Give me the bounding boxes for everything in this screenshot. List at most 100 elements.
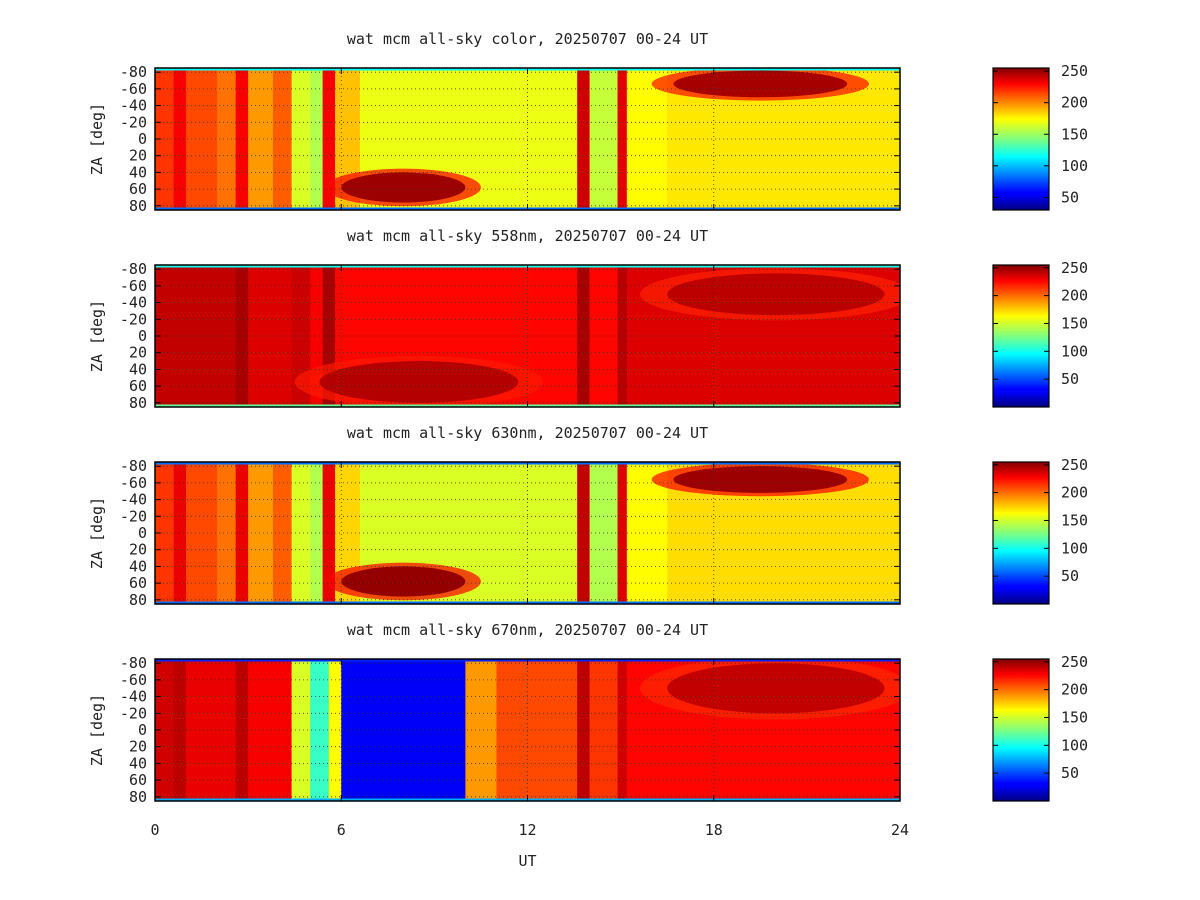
colorbar-tick-label: 150	[1061, 511, 1088, 529]
heatmap-band	[235, 68, 249, 210]
y-tick-label: 20	[129, 541, 147, 559]
colorbar: 250 200 150 100 50	[992, 259, 1088, 408]
colorbar-tick-label: 50	[1061, 764, 1079, 782]
colorbar: 250 200 150 100 50	[992, 456, 1088, 605]
x-tick-label: 18	[705, 821, 723, 839]
heatmap-band	[235, 265, 249, 407]
y-tick-label: 60	[129, 771, 147, 789]
colorbar-tick-label: 50	[1061, 370, 1079, 388]
heatmap-band	[248, 68, 274, 210]
colorbar-tick-label: 100	[1061, 157, 1088, 175]
y-tick-label: 60	[129, 574, 147, 592]
heatmap-blob	[667, 663, 885, 714]
colorbar-tick-label: 50	[1061, 188, 1079, 206]
y-axis-label: ZA [deg]	[88, 694, 106, 766]
heatmap-blob	[673, 466, 848, 493]
colorbar-tick-label: 150	[1061, 125, 1088, 143]
heatmap-band	[248, 265, 293, 407]
y-tick-label: -60	[120, 80, 147, 98]
colorbar-tick-label: 200	[1061, 287, 1088, 305]
y-tick-label: 40	[129, 557, 147, 575]
panel-title: wat mcm all-sky color, 20250707 00-24 UT	[347, 30, 708, 48]
heatmap-band	[217, 68, 237, 210]
y-tick-label: 20	[129, 344, 147, 362]
colorbar-tick-label: 200	[1061, 94, 1088, 112]
y-tick-label: -40	[120, 97, 147, 115]
panel-title: wat mcm all-sky 630nm, 20250707 00-24 UT	[347, 424, 708, 442]
heatmap-band	[186, 462, 218, 604]
y-tick-label: 80	[129, 591, 147, 609]
heatmap-area	[155, 68, 900, 210]
colorbar-tick-label: 250	[1061, 62, 1088, 80]
y-tick-label: -20	[120, 704, 147, 722]
y-tick-label: -80	[120, 457, 147, 475]
colorbar-tick-label: 250	[1061, 653, 1088, 671]
heatmap-blob	[673, 70, 848, 98]
heatmap-band	[248, 659, 293, 801]
heatmap-band	[617, 659, 628, 801]
heatmap-band	[235, 659, 249, 801]
y-tick-label: 20	[129, 738, 147, 756]
y-tick-label: 0	[138, 524, 147, 542]
colorbar-gradient	[992, 658, 1050, 802]
heatmap-band	[291, 659, 311, 801]
y-tick-label: 60	[129, 377, 147, 395]
heatmap-band	[322, 462, 336, 604]
colorbar-tick-label: 150	[1061, 708, 1088, 726]
y-axis-label: ZA [deg]	[88, 497, 106, 569]
y-tick-label: -20	[120, 507, 147, 525]
heatmap-band	[155, 462, 175, 604]
y-tick-label: 0	[138, 721, 147, 739]
x-tick-label: 24	[891, 821, 909, 839]
heatmap-blob	[319, 361, 519, 403]
y-tick-label: -60	[120, 277, 147, 295]
colorbar-tick-label: 150	[1061, 314, 1088, 332]
y-tick-label: -40	[120, 688, 147, 706]
y-tick-label: 80	[129, 788, 147, 806]
x-tick-label: 6	[337, 821, 346, 839]
y-tick-label: -20	[120, 113, 147, 131]
heatmap-band	[465, 659, 497, 801]
y-axis-label: ZA [deg]	[88, 300, 106, 372]
heatmap-blob	[667, 273, 885, 316]
colorbar-tick-label: 200	[1061, 681, 1088, 699]
y-tick-label: -40	[120, 491, 147, 509]
heatmap-blob	[341, 172, 466, 203]
y-tick-label: 80	[129, 197, 147, 215]
y-tick-label: -60	[120, 474, 147, 492]
heatmap-band	[186, 68, 218, 210]
colorbar-tick-label: 250	[1061, 456, 1088, 474]
colorbar-tick-label: 250	[1061, 259, 1088, 277]
heatmap-area	[155, 265, 900, 407]
heatmap-band	[272, 462, 293, 604]
y-tick-label: 0	[138, 130, 147, 148]
y-tick-label: 80	[129, 394, 147, 412]
colorbar: 250 200 150 100 50	[992, 62, 1088, 211]
heatmap-area	[155, 659, 900, 801]
y-axis-label: ZA [deg]	[88, 103, 106, 175]
heatmap-band	[617, 68, 628, 210]
x-tick-label: 0	[150, 821, 159, 839]
x-axis-label: UT	[518, 852, 536, 870]
heatmap-band	[617, 265, 628, 407]
colorbar-tick-label: 100	[1061, 539, 1088, 557]
colorbar: 250 200 150 100 50	[992, 653, 1088, 802]
y-tick-label: -60	[120, 671, 147, 689]
colorbar-gradient	[992, 461, 1050, 605]
colorbar-gradient	[992, 67, 1050, 211]
heatmap-band	[155, 68, 175, 210]
heatmap-band	[310, 462, 324, 604]
heatmap-band	[322, 68, 336, 210]
panel-title: wat mcm all-sky 558nm, 20250707 00-24 UT	[347, 227, 708, 245]
heatmap-band	[496, 659, 578, 801]
y-tick-label: -80	[120, 654, 147, 672]
heatmap-band	[173, 659, 187, 801]
colorbar-tick-label: 100	[1061, 342, 1088, 360]
colorbar-gradient	[992, 264, 1050, 408]
heatmap-band	[291, 68, 311, 210]
